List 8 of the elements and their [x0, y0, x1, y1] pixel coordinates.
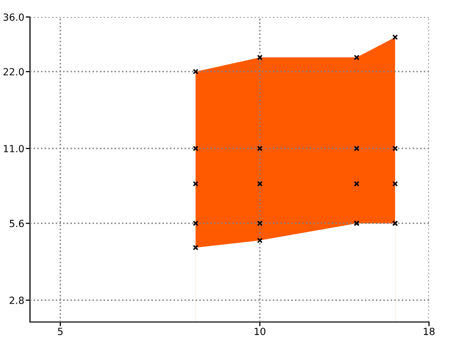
y-tick-label: 11.0 — [4, 144, 24, 152]
y-tick-label: 2.8 — [10, 296, 24, 304]
y-tick-label: 22.0 — [4, 68, 24, 76]
y-tick-label: 36.0 — [4, 13, 24, 21]
x-tick-label: 5 — [58, 328, 63, 336]
y-tick-label: 5.6 — [10, 220, 24, 228]
x-tick-label: 18 — [424, 328, 435, 336]
x-tick-label: 10 — [254, 328, 266, 336]
